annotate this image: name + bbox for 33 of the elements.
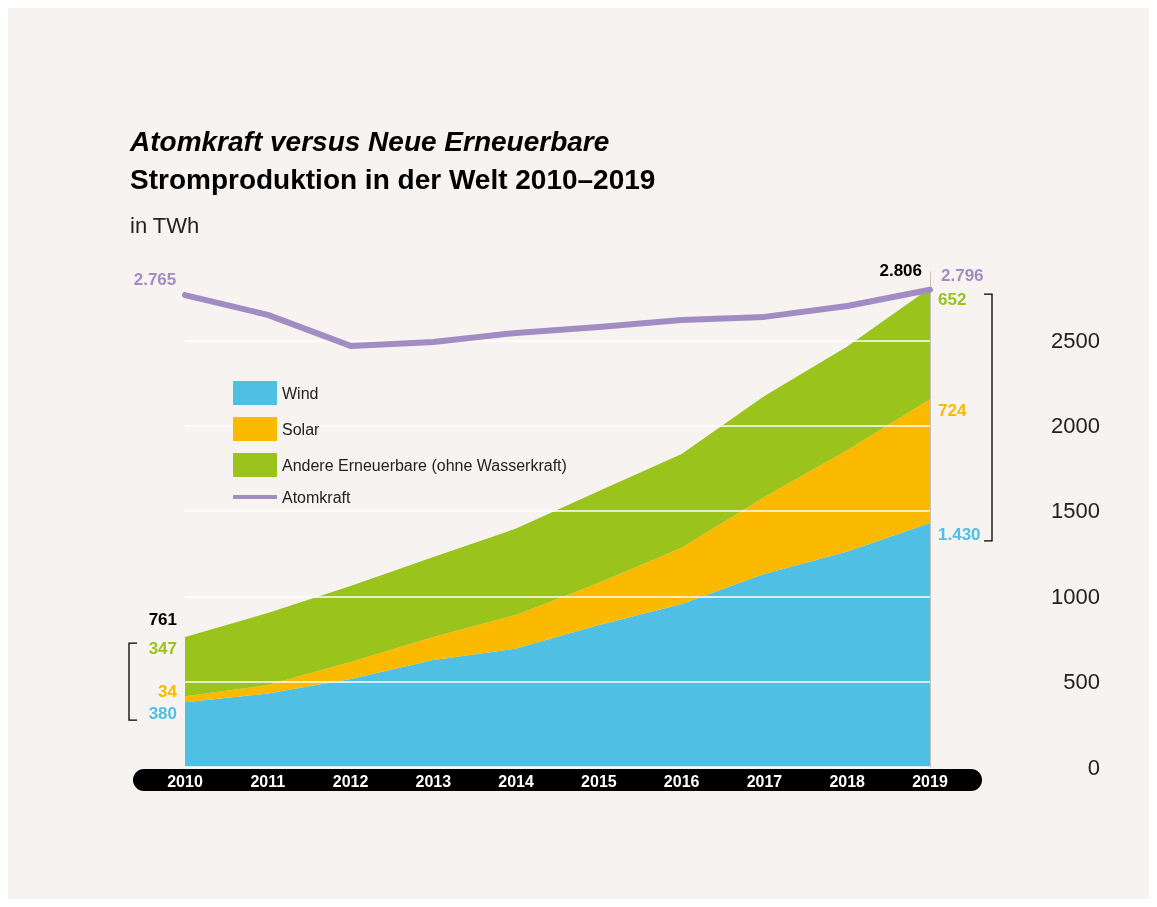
legend-label: Wind [282,384,319,402]
y-tick-label: 1500 [1051,498,1100,524]
x-tick-label: 2013 [415,772,452,790]
data-label: 724 [938,400,967,423]
legend-label: Solar [282,420,321,438]
x-tick-label: 2019 [912,772,948,790]
x-tick-label: 2015 [581,772,617,790]
y-tick-label: 2500 [1051,327,1100,353]
legend-label: Andere Erneuerbare (ohne Wasserkraft) [282,456,567,474]
total-label: 2.806 [879,260,922,283]
data-label: 652 [938,289,967,312]
y-tick-label: 2000 [1051,413,1100,439]
data-label: 380 [148,703,177,726]
total-label: 761 [148,609,177,632]
data-label: 347 [148,638,177,661]
y-axis-title: in TWh [130,213,200,239]
y-tick-label: 0 [1087,754,1100,780]
x-tick-label: 2011 [250,772,286,790]
x-tick-label: 2012 [332,772,369,790]
y-tick-label: 1000 [1051,583,1100,609]
chart-subtitle: Stromproduktion in der Welt 2010–2019 [130,164,656,196]
data-label: 1.430 [938,523,981,546]
x-tick-label: 2017 [746,772,783,790]
chart-title: Atomkraft versus Neue Erneuerbare [130,126,610,158]
y-tick-label: 500 [1063,669,1100,695]
x-tick-label: 2018 [829,772,866,790]
x-tick-label: 2010 [167,772,203,790]
data-label: 2.765 [133,270,177,290]
data-label: 34 [158,681,177,704]
x-tick-label: 2014 [498,772,535,790]
legend-label: Atomkraft [282,488,352,506]
data-label: 2.796 [941,266,984,286]
x-tick-label: 2016 [663,772,700,790]
